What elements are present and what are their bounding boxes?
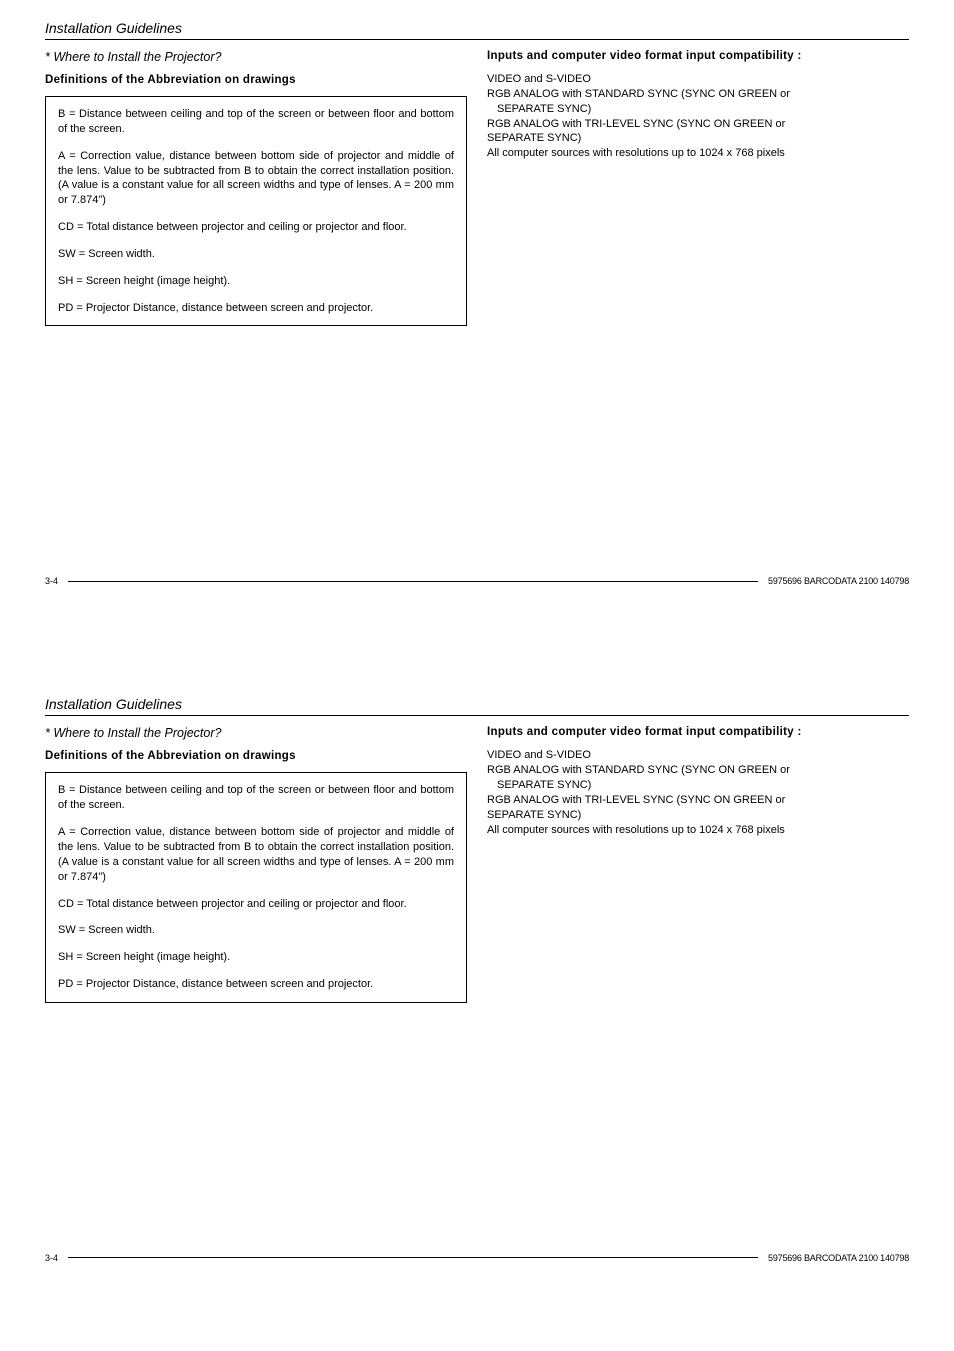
def-cd: CD = Total distance between projector an…	[58, 220, 454, 235]
def-sw: SW = Screen width.	[58, 247, 454, 262]
input-line-5: SEPARATE SYNC)	[487, 131, 909, 146]
input-line-4: RGB ANALOG with TRI-LEVEL SYNC (SYNC ON …	[487, 117, 909, 132]
input-line-6: All computer sources with resolutions up…	[487, 146, 909, 161]
footer-page-number: 3-4	[45, 576, 68, 586]
content-row-2: * Where to Install the Projector? Defini…	[45, 726, 909, 1002]
def-pd: PD = Projector Distance, distance betwee…	[58, 301, 454, 316]
header-title: Installation Guidelines	[45, 20, 909, 40]
inputs-list-2: VIDEO and S-VIDEO RGB ANALOG with STANDA…	[487, 748, 909, 837]
content-row: * Where to Install the Projector? Defini…	[45, 50, 909, 326]
page-1: Installation Guidelines * Where to Insta…	[45, 20, 909, 586]
input-line-6-2: All computer sources with resolutions up…	[487, 823, 909, 838]
definitions-box: B = Distance between ceiling and top of …	[45, 96, 467, 326]
page-spacer	[45, 636, 909, 696]
definitions-box-2: B = Distance between ceiling and top of …	[45, 772, 467, 1002]
def-a-2: A = Correction value, distance between b…	[58, 825, 454, 884]
def-cd-2: CD = Total distance between projector an…	[58, 897, 454, 912]
input-line-1: VIDEO and S-VIDEO	[487, 72, 909, 87]
footer-code: 5975696 BARCODATA 2100 140798	[758, 576, 909, 586]
inputs-heading-2: Inputs and computer video format input c…	[487, 726, 909, 738]
footer-code-2: 5975696 BARCODATA 2100 140798	[758, 1253, 909, 1263]
sub-heading-2: * Where to Install the Projector?	[45, 726, 467, 740]
inputs-list: VIDEO and S-VIDEO RGB ANALOG with STANDA…	[487, 72, 909, 161]
input-line-2: RGB ANALOG with STANDARD SYNC (SYNC ON G…	[487, 87, 909, 102]
footer-line-2	[68, 1257, 758, 1258]
header-title-2: Installation Guidelines	[45, 696, 909, 716]
footer-row: 3-4 5975696 BARCODATA 2100 140798	[45, 576, 909, 586]
input-line-3-2: SEPARATE SYNC)	[487, 778, 909, 793]
def-b-2: B = Distance between ceiling and top of …	[58, 783, 454, 813]
definitions-heading-2: Definitions of the Abbreviation on drawi…	[45, 750, 467, 762]
input-line-4-2: RGB ANALOG with TRI-LEVEL SYNC (SYNC ON …	[487, 793, 909, 808]
right-column-2: Inputs and computer video format input c…	[487, 726, 909, 1002]
footer-line	[68, 581, 758, 582]
def-pd-2: PD = Projector Distance, distance betwee…	[58, 977, 454, 992]
input-line-5-2: SEPARATE SYNC)	[487, 808, 909, 823]
def-b: B = Distance between ceiling and top of …	[58, 107, 454, 137]
sub-heading: * Where to Install the Projector?	[45, 50, 467, 64]
left-column: * Where to Install the Projector? Defini…	[45, 50, 467, 326]
def-sh-2: SH = Screen height (image height).	[58, 950, 454, 965]
definitions-heading: Definitions of the Abbreviation on drawi…	[45, 74, 467, 86]
left-column-2: * Where to Install the Projector? Defini…	[45, 726, 467, 1002]
footer-row-2: 3-4 5975696 BARCODATA 2100 140798	[45, 1253, 909, 1263]
def-a: A = Correction value, distance between b…	[58, 149, 454, 208]
input-line-2-2: RGB ANALOG with STANDARD SYNC (SYNC ON G…	[487, 763, 909, 778]
footer-page-number-2: 3-4	[45, 1253, 68, 1263]
def-sh: SH = Screen height (image height).	[58, 274, 454, 289]
page-2: Installation Guidelines * Where to Insta…	[45, 696, 909, 1262]
input-line-1-2: VIDEO and S-VIDEO	[487, 748, 909, 763]
inputs-heading: Inputs and computer video format input c…	[487, 50, 909, 62]
right-column: Inputs and computer video format input c…	[487, 50, 909, 326]
input-line-3: SEPARATE SYNC)	[487, 102, 909, 117]
def-sw-2: SW = Screen width.	[58, 923, 454, 938]
